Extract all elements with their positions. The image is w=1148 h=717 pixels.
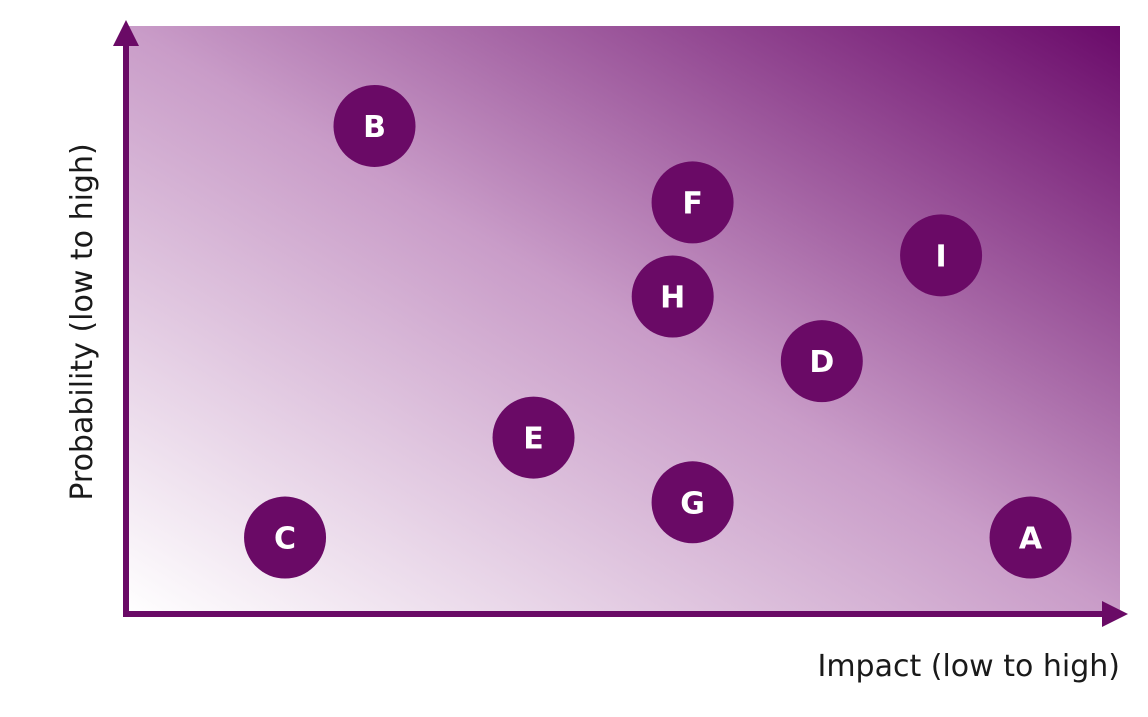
data-points: A B C D E F G H I xyxy=(244,84,1072,579)
data-point-marker xyxy=(780,320,863,403)
x-axis-title: Impact (low to high) xyxy=(817,649,1120,684)
data-point-label: C xyxy=(274,522,296,557)
data-point-marker xyxy=(244,496,327,579)
data-point-label: F xyxy=(682,186,703,221)
data-point-marker xyxy=(989,496,1072,579)
data-point-marker xyxy=(333,84,416,167)
data-point-label: A xyxy=(1019,522,1043,557)
data-point-label: I xyxy=(935,239,946,274)
data-point-label: G xyxy=(680,486,705,521)
data-point-label: B xyxy=(363,110,386,145)
x-axis-arrow xyxy=(1102,601,1128,627)
data-point-a: A xyxy=(989,496,1072,579)
y-axis-title: Probability (low to high) xyxy=(65,143,100,500)
data-point-marker xyxy=(631,255,714,338)
data-point-g: G xyxy=(651,461,734,544)
data-point-c: C xyxy=(244,496,327,579)
data-point-h: H xyxy=(631,255,714,338)
data-point-d: D xyxy=(780,320,863,403)
data-point-marker xyxy=(492,396,575,479)
data-point-f: F xyxy=(651,161,734,244)
data-point-marker xyxy=(900,214,983,297)
data-point-i: I xyxy=(900,214,983,297)
data-point-label: D xyxy=(809,345,834,380)
data-point-marker xyxy=(651,461,734,544)
data-point-label: E xyxy=(523,422,544,457)
data-point-marker xyxy=(651,161,734,244)
data-point-label: H xyxy=(660,280,685,315)
data-point-b: B xyxy=(333,84,416,167)
data-point-e: E xyxy=(492,396,575,479)
y-axis-arrow xyxy=(113,20,139,46)
